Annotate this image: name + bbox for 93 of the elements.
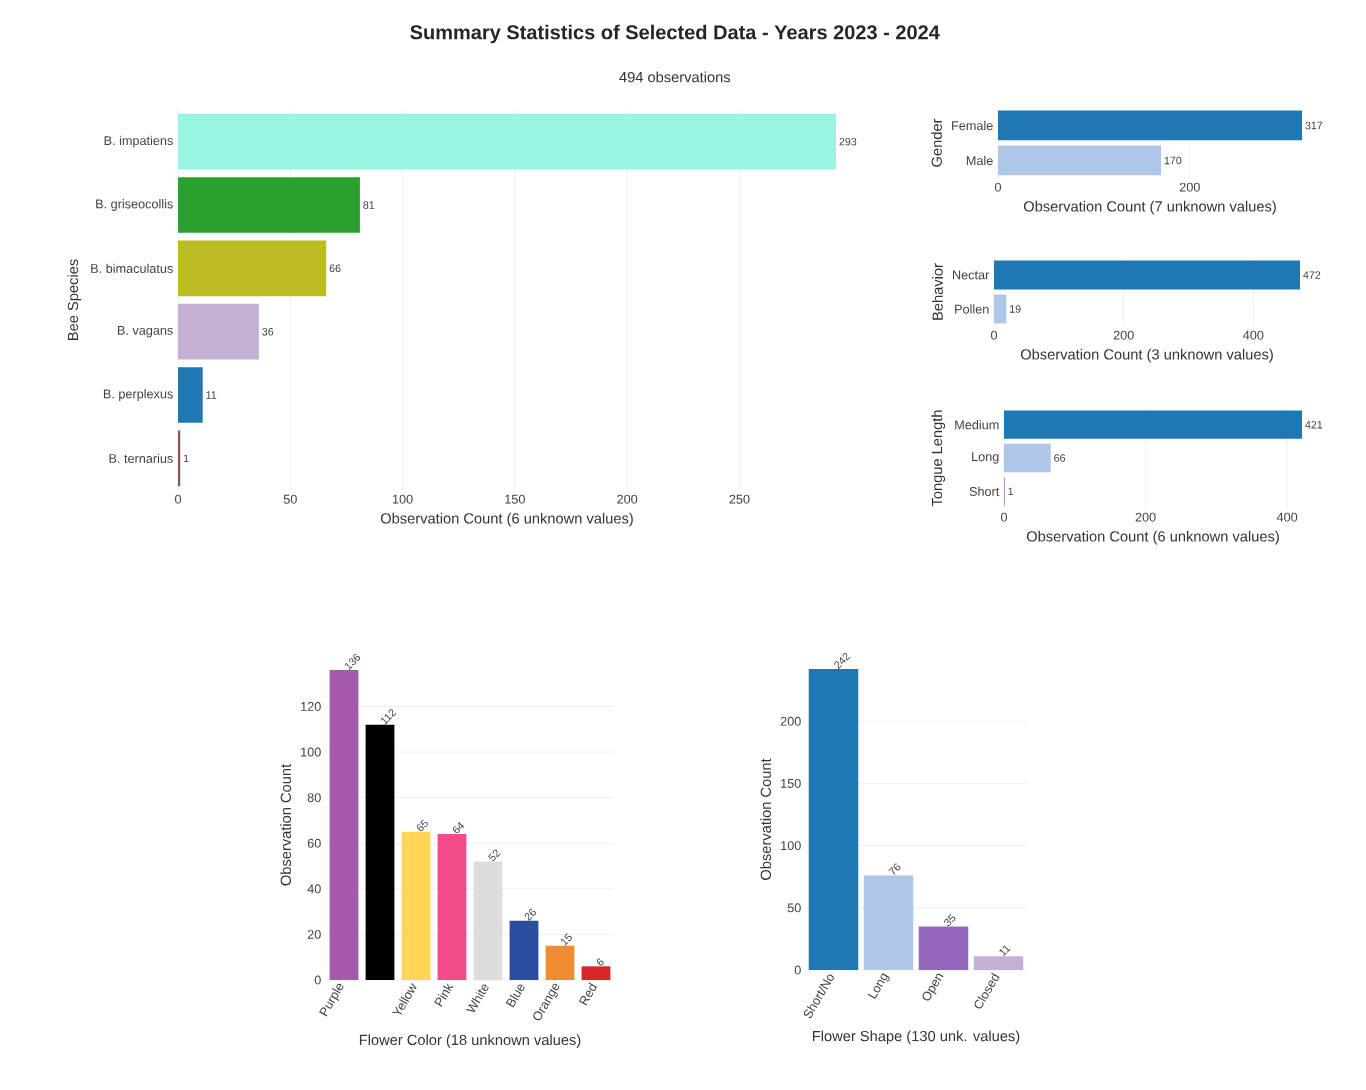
data-label: 76 — [888, 863, 901, 875]
y-tick-label: 120 — [301, 701, 321, 711]
bar — [329, 669, 359, 980]
y-axis-title: Bee Species — [67, 259, 82, 340]
bar — [1004, 410, 1303, 439]
x-tick-label: 200 — [617, 494, 638, 504]
bar — [918, 926, 969, 970]
data-label: 11 — [999, 945, 1011, 957]
x-axis-title: Flower Shape (130 unk. values) — [813, 1030, 1020, 1045]
x-tick-label: 200 — [1113, 330, 1134, 340]
data-label: 36 — [262, 327, 274, 336]
bar — [581, 966, 611, 980]
x-tick-label: 0 — [1000, 512, 1008, 522]
bar — [1004, 443, 1051, 473]
y-tick-label: Medium — [955, 420, 999, 430]
y-tick-label: B. ternarius — [109, 453, 173, 463]
bar — [178, 367, 203, 423]
data-label: 170 — [1164, 156, 1182, 165]
data-label: 11 — [206, 391, 217, 399]
y-axis-title: Observation Count — [280, 763, 292, 886]
data-label: 112 — [381, 709, 397, 725]
y-tick-label: 20 — [307, 929, 321, 939]
y-tick-label: Nectar — [953, 270, 990, 280]
chart-subtitle: 494 observations — [619, 71, 731, 83]
data-label: 66 — [329, 264, 341, 273]
data-label: 317 — [1305, 121, 1323, 130]
y-tick-label: 80 — [307, 793, 321, 803]
bar — [178, 303, 259, 360]
y-axis-title: Observation Count — [760, 758, 772, 880]
y-tick-label: 60 — [307, 838, 321, 848]
y-tick-label: B. impatiens — [104, 135, 173, 148]
y-tick-label: 0 — [794, 965, 801, 975]
y-tick-label: 150 — [781, 778, 801, 788]
bar — [509, 920, 539, 980]
data-label: 52 — [488, 849, 501, 861]
x-axis-title: Observation Count (6 unknown values) — [1026, 530, 1279, 545]
y-tick-label: 100 — [301, 747, 321, 757]
data-label: 1 — [184, 454, 189, 462]
x-axis-title: Observation Count (7 unknown values) — [1023, 200, 1276, 215]
bar — [178, 113, 837, 170]
y-tick-label: Male — [966, 155, 993, 166]
data-label: 6 — [596, 958, 604, 966]
data-label: 472 — [1303, 271, 1321, 279]
data-label: 26 — [524, 908, 536, 921]
bar — [545, 945, 575, 980]
data-label: 421 — [1305, 420, 1323, 429]
y-axis-title: Tongue Length — [931, 410, 946, 507]
x-tick-label: 150 — [505, 494, 525, 504]
y-tick-label: Female — [952, 120, 993, 131]
x-axis-title: Observation Count (3 unknown values) — [1020, 348, 1273, 363]
y-tick-label: Long — [972, 452, 999, 464]
y-tick-label: B. vagans — [118, 325, 173, 338]
y-tick-label: 40 — [307, 884, 321, 894]
data-label: 1 — [1008, 487, 1014, 495]
x-tick-label: 400 — [1276, 512, 1298, 522]
data-label: 19 — [1010, 305, 1021, 313]
data-label: 242 — [834, 652, 851, 670]
bar — [401, 831, 431, 980]
y-tick-label: B. perplexus — [103, 389, 173, 401]
bar — [808, 669, 859, 970]
bar — [178, 177, 360, 233]
y-tick-label: 50 — [787, 903, 801, 913]
chart-title: Summary Statistics of Selected Data - Years 2023 - 2024 — [410, 24, 940, 44]
x-tick-label: 50 — [283, 494, 297, 504]
y-tick-label: B. griseocollis — [96, 199, 173, 211]
x-axis-title: Flower Color (18 unknown values) — [359, 1034, 581, 1048]
data-label: 65 — [416, 819, 428, 831]
bar — [973, 956, 1024, 970]
x-tick-label: 400 — [1243, 330, 1264, 340]
bar — [365, 724, 395, 980]
x-tick-label: 200 — [1135, 512, 1156, 522]
data-label: 15 — [561, 933, 572, 946]
x-tick-label: 250 — [729, 494, 750, 504]
x-tick-label: 100 — [392, 494, 413, 504]
data-label: 66 — [1054, 454, 1066, 462]
bar — [437, 834, 467, 980]
y-axis-title: Behavior — [932, 263, 943, 320]
y-tick-label: Short — [969, 486, 1000, 496]
y-tick-label: B. bimaculatus — [91, 263, 173, 273]
x-tick-label: 0 — [174, 494, 182, 504]
x-axis-title: Observation Count (6 unknown values) — [380, 512, 633, 527]
y-tick-label: 100 — [781, 841, 801, 851]
bar — [178, 430, 181, 487]
y-tick-label: 200 — [780, 716, 801, 726]
bar — [178, 240, 327, 297]
data-label: 293 — [839, 137, 857, 146]
data-label: 64 — [452, 822, 465, 834]
y-axis-title: Gender — [931, 118, 942, 167]
data-label: 35 — [944, 914, 956, 926]
bar — [863, 875, 914, 970]
y-tick-label: Pollen — [955, 304, 989, 314]
data-label: 136 — [345, 653, 361, 670]
data-label: 81 — [363, 201, 375, 209]
